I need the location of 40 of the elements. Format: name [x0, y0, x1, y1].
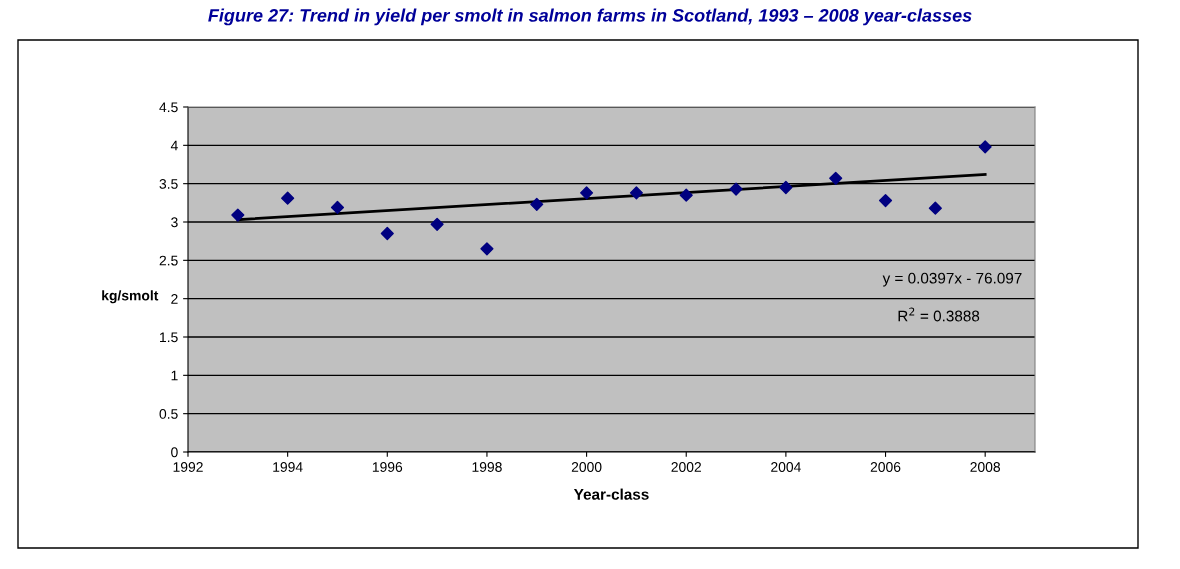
annotation: y = 0.0397x - 76.097	[882, 272, 1022, 287]
point	[679, 188, 693, 202]
point	[480, 242, 494, 256]
y-tick-label: 4.5	[159, 102, 178, 113]
point	[829, 171, 843, 185]
x-tick-label: 2008	[970, 462, 1001, 472]
x-tick-label: 2000	[571, 462, 602, 472]
x-tick-label: 1998	[472, 462, 502, 472]
y-tick-label: 3	[171, 217, 178, 228]
point	[779, 180, 793, 195]
x-axis-title: Year-class	[573, 488, 649, 500]
point	[729, 182, 743, 196]
x-tick-label: 1992	[173, 462, 203, 472]
chart-title: Figure 27: Trend in yield per smolt in salmon farms in Scotland, 1993 – 2008 year-classes	[208, 8, 972, 26]
point	[231, 208, 245, 222]
y-tick-label: 0.5	[159, 409, 178, 419]
y-tick-label: 1.5	[160, 332, 178, 343]
point	[580, 186, 594, 200]
point	[330, 200, 345, 215]
point	[629, 186, 643, 200]
y-tick-label: 2	[171, 294, 178, 304]
point	[380, 226, 394, 241]
point	[978, 140, 992, 154]
point	[928, 201, 942, 215]
y-axis-title: kg/smolt	[102, 290, 159, 304]
y-tick-label: 0	[171, 447, 178, 458]
annotation: R$^{2}$ = 0.3888	[898, 307, 980, 322]
x-tick-label: 2004	[771, 462, 801, 472]
y-tick-label: 4	[170, 140, 178, 151]
point	[530, 197, 544, 211]
x-tick-label: 2002	[671, 462, 701, 472]
x-tick-label: 1994	[273, 462, 303, 472]
x-tick-label: 1996	[372, 462, 403, 472]
y-tick-label: 1	[171, 370, 178, 381]
point	[430, 217, 444, 231]
x-tick-label: 2006	[870, 462, 901, 472]
y-tick-label: 2.5	[159, 255, 178, 266]
point	[281, 191, 295, 205]
point	[878, 193, 893, 208]
y-tick-label: 3.5	[159, 179, 178, 189]
